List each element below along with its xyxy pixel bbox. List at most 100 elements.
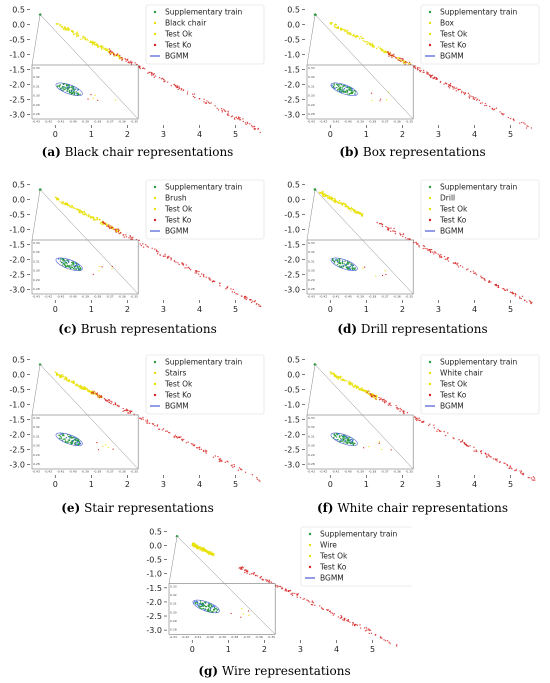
test-ko-point — [498, 461, 501, 464]
inset-point — [206, 610, 208, 612]
inset-point — [337, 438, 339, 441]
zoom-connector — [39, 14, 139, 120]
test-ko-point — [460, 441, 462, 443]
inset-point — [59, 437, 61, 440]
inset-point — [342, 439, 344, 441]
y-tick-label: -3.0 — [9, 111, 25, 120]
test-ok-point — [57, 197, 59, 200]
test-ko-point — [177, 262, 179, 264]
x-tick-label: 1 — [364, 480, 369, 489]
test-ko-point — [502, 113, 504, 116]
inset-point — [344, 439, 346, 441]
inset-point — [193, 602, 195, 604]
inset-point — [60, 436, 62, 438]
inset-point — [331, 84, 333, 87]
test-ko-point — [466, 445, 468, 447]
inset-point — [65, 441, 68, 443]
test-ko-point — [486, 456, 488, 458]
test-ko-point — [187, 441, 189, 443]
panel-label: (d) — [337, 322, 358, 336]
panel-label: (e) — [61, 501, 81, 515]
y-tick-label: -0.5 — [284, 36, 300, 45]
test-ok-point — [345, 205, 348, 207]
test-ko-point — [414, 416, 416, 419]
test-ko-point — [384, 400, 386, 402]
test-ko-point — [251, 126, 253, 128]
test-ok-point — [360, 389, 363, 392]
inset-point — [64, 88, 67, 90]
inset-x-tick-label: -0.39 — [81, 120, 89, 124]
test-ko-point — [406, 61, 408, 64]
inset-x-tick-label: -0.43 — [32, 470, 40, 474]
test-ko-point — [396, 408, 399, 410]
test-ok-point — [94, 391, 96, 394]
zoom-connector — [176, 536, 276, 635]
test-ok-point — [353, 384, 356, 387]
test-ok-point — [64, 28, 67, 31]
inset-x-tick-label: -0.35 — [267, 635, 275, 639]
test-ko-point — [414, 67, 417, 70]
inset-point — [339, 259, 341, 262]
test-ko-point — [364, 630, 367, 632]
x-tick-label: 0 — [328, 480, 333, 489]
test-ok-point — [347, 207, 350, 210]
caption-b: (b) Box representations — [275, 145, 550, 159]
inset-outlier-point — [240, 616, 242, 618]
legend-label: Supplementary train — [440, 8, 518, 17]
test-ko-point — [178, 86, 180, 88]
test-ko-point — [386, 226, 389, 229]
caption-text: White chair representations — [337, 501, 509, 515]
test-ko-point — [255, 574, 257, 576]
legend-swatch — [428, 185, 432, 189]
test-ko-point — [198, 270, 200, 273]
test-ko-point — [246, 297, 248, 299]
inset-point — [345, 442, 348, 444]
test-ko-point — [142, 243, 144, 245]
test-ko-point — [195, 272, 198, 274]
test-ko-point — [420, 69, 422, 72]
inset-point — [336, 433, 338, 436]
test-ko-point — [415, 241, 417, 244]
test-ok-point — [97, 45, 100, 47]
scatter-plot: 0.50.0-0.5-1.0-1.5-2.0-2.5-3.00 1 2 3 4 5-0.4… — [9, 354, 265, 489]
test-ko-point — [154, 248, 156, 250]
test-ok-point — [345, 379, 348, 382]
test-ko-point — [381, 637, 383, 639]
inset-point — [65, 261, 68, 264]
test-ko-point — [435, 252, 437, 254]
inset-x-tick-label: -0.39 — [356, 295, 364, 299]
test-ko-point — [523, 299, 526, 301]
test-ko-point — [208, 279, 211, 281]
test-ko-point — [507, 116, 509, 119]
test-ko-point — [245, 298, 248, 301]
test-ok-point — [331, 22, 333, 24]
test-ok-point — [68, 204, 70, 207]
test-ko-point — [170, 259, 172, 261]
test-ko-point — [116, 228, 118, 230]
test-ko-point — [186, 267, 188, 269]
test-ko-point — [485, 453, 487, 456]
legend-label: Test Ok — [164, 380, 193, 389]
test-ko-point — [253, 301, 256, 303]
caption-d: (d) Drill representations — [275, 322, 550, 336]
test-ko-point — [371, 395, 373, 397]
test-ko-point — [328, 610, 331, 613]
test-ko-point — [386, 228, 389, 231]
panel-g: 0.5 0.0 -0.5 -1.0 -1.5 -2.0 -2.5 -3.0 0 1 2 3 4 5 -0.4… — [137, 522, 412, 672]
test-ko-point — [380, 398, 382, 401]
test-ok-point — [348, 380, 351, 383]
test-ko-point — [267, 580, 269, 583]
test-ok-point — [199, 546, 202, 549]
test-ko-point — [211, 281, 213, 283]
inset-point — [73, 90, 75, 92]
test-ok-point — [334, 197, 336, 200]
test-ko-point — [392, 230, 394, 232]
inset-point — [211, 606, 213, 608]
test-ko-point — [139, 417, 141, 420]
test-ko-point — [393, 55, 395, 58]
y-tick-label: -1.0 — [9, 51, 25, 60]
test-ko-point — [443, 83, 445, 85]
test-ko-point — [168, 431, 170, 434]
test-ko-point — [183, 438, 185, 441]
test-ko-point — [416, 419, 418, 422]
